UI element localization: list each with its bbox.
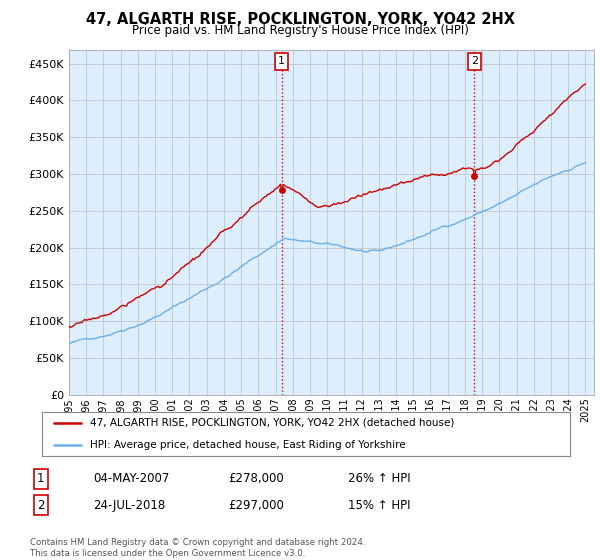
Text: 2: 2 <box>37 498 44 512</box>
Text: 1: 1 <box>278 57 285 67</box>
Text: 47, ALGARTH RISE, POCKLINGTON, YORK, YO42 2HX (detached house): 47, ALGARTH RISE, POCKLINGTON, YORK, YO4… <box>89 418 454 428</box>
Text: 2: 2 <box>471 57 478 67</box>
Text: 15% ↑ HPI: 15% ↑ HPI <box>348 498 410 512</box>
Text: 47, ALGARTH RISE, POCKLINGTON, YORK, YO42 2HX: 47, ALGARTH RISE, POCKLINGTON, YORK, YO4… <box>86 12 515 27</box>
Text: £297,000: £297,000 <box>228 498 284 512</box>
Text: 24-JUL-2018: 24-JUL-2018 <box>93 498 165 512</box>
Text: 26% ↑ HPI: 26% ↑ HPI <box>348 472 410 486</box>
Text: 04-MAY-2007: 04-MAY-2007 <box>93 472 169 486</box>
Text: £278,000: £278,000 <box>228 472 284 486</box>
Text: Price paid vs. HM Land Registry's House Price Index (HPI): Price paid vs. HM Land Registry's House … <box>131 24 469 37</box>
Text: HPI: Average price, detached house, East Riding of Yorkshire: HPI: Average price, detached house, East… <box>89 440 405 450</box>
Text: 1: 1 <box>37 472 44 486</box>
Text: Contains HM Land Registry data © Crown copyright and database right 2024.
This d: Contains HM Land Registry data © Crown c… <box>30 538 365 558</box>
